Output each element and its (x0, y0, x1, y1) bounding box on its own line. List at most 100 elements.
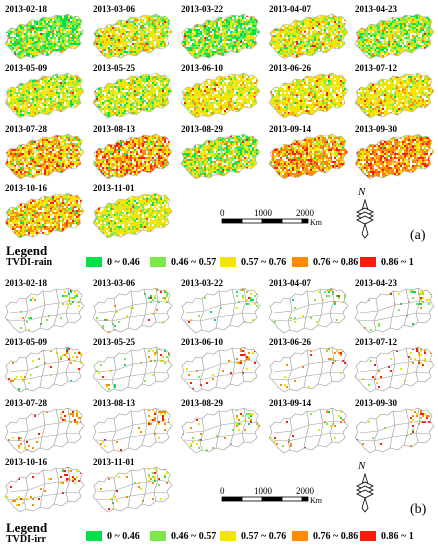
legend-swatch (360, 531, 376, 541)
map-thumbnail: 2013-03-22 (178, 278, 262, 336)
map-thumbnail: 2013-09-30 (352, 398, 436, 456)
drought-map (4, 287, 85, 334)
map-thumbnail: 2013-07-28 (2, 124, 86, 182)
date-label: 2013-09-14 (269, 124, 311, 134)
drought-map (92, 192, 173, 239)
date-label: 2013-03-06 (93, 4, 135, 14)
date-label: 2013-02-18 (5, 278, 47, 288)
north-letter: N (358, 460, 366, 472)
legend-swatch (220, 531, 236, 541)
date-label: 2013-10-16 (5, 457, 47, 467)
scale-label: 1000 (254, 486, 272, 496)
date-label: 2013-05-09 (5, 337, 47, 347)
drought-map (354, 287, 435, 334)
map-thumbnail: 2013-08-13 (90, 398, 174, 456)
legend-item: 0.86 ~ 1 (360, 256, 414, 268)
raster-pixels (5, 73, 84, 118)
scale-label: 1000 (254, 208, 272, 218)
drought-map (268, 287, 349, 334)
map-thumbnail: 2013-10-16 (2, 457, 86, 515)
drought-map (4, 13, 85, 60)
legend-item: 0.76 ~ 0.86 (292, 256, 358, 268)
map-thumbnail: 2013-08-13 (90, 124, 174, 182)
raster-pixels (355, 347, 434, 392)
raster-pixels (270, 288, 348, 333)
legend-item: 0.76 ~ 0.86 (292, 530, 358, 542)
drought-map (4, 72, 85, 119)
date-label: 2013-10-16 (5, 183, 47, 193)
map-thumbnail: 2013-02-18 (2, 4, 86, 62)
map-thumbnail: 2013-07-12 (352, 63, 436, 121)
drought-map (354, 72, 435, 119)
date-label: 2013-06-10 (181, 63, 223, 73)
date-label: 2013-08-29 (181, 124, 223, 134)
drought-map (92, 13, 173, 60)
raster-pixels (355, 134, 434, 179)
drought-map (180, 13, 261, 60)
legend-range: 0.76 ~ 0.86 (313, 530, 359, 542)
scale-label: 2000 (296, 486, 314, 496)
raster-pixels (93, 193, 172, 238)
north-letter: N (358, 186, 366, 198)
date-label: 2013-07-28 (5, 398, 47, 408)
map-thumbnail: 2013-03-06 (90, 278, 174, 336)
date-label: 2013-03-22 (181, 278, 223, 288)
raster-pixels (5, 408, 84, 453)
date-label: 2013-09-30 (355, 398, 397, 408)
date-label: 2013-02-18 (5, 4, 47, 14)
scale-unit: Km (310, 218, 322, 227)
map-thumbnail: 2013-05-09 (2, 63, 86, 121)
raster-pixels (93, 134, 172, 179)
legend-swatch (150, 531, 166, 541)
raster-pixels (5, 134, 84, 179)
map-thumbnail: 2013-09-30 (352, 124, 436, 182)
map-thumbnail: 2013-07-12 (352, 337, 436, 395)
legend-word: Legend (6, 243, 48, 258)
legend-item: 0 ~ 0.46 (86, 256, 140, 268)
legend-swatch (86, 257, 102, 267)
legend-index-name: TVDI-rain (6, 257, 53, 268)
drought-map (180, 72, 261, 119)
raster-pixels (93, 408, 172, 453)
legend-index-name: TVDI-irr (6, 534, 46, 545)
raster-pixels (355, 14, 434, 59)
scale-label: 0 (220, 208, 225, 218)
raster-pixels (181, 408, 260, 453)
raster-pixels (93, 73, 172, 118)
raster-pixels (269, 408, 348, 453)
scale-label: 0 (220, 486, 225, 496)
map-thumbnail: 2013-11-01 (90, 457, 174, 515)
date-label: 2013-03-22 (181, 4, 223, 14)
legend-swatch (86, 531, 102, 541)
map-thumbnail: 2013-08-29 (178, 398, 262, 456)
raster-pixels (93, 288, 172, 333)
map-thumbnail: 2013-05-09 (2, 337, 86, 395)
map-thumbnail: 2013-06-10 (178, 337, 262, 395)
legend-range: 0.57 ~ 0.76 (241, 530, 287, 542)
legend-range: 0.46 ~ 0.57 (171, 530, 217, 542)
drought-map (92, 287, 173, 334)
date-label: 2013-03-06 (93, 278, 135, 288)
date-label: 2013-05-25 (93, 337, 135, 347)
raster-pixels (93, 14, 172, 59)
legend-range: 0.76 ~ 0.86 (313, 256, 359, 268)
raster-pixels (181, 73, 260, 118)
map-thumbnail: 2013-05-25 (90, 337, 174, 395)
drought-map (354, 133, 435, 180)
date-label: 2013-04-07 (269, 4, 311, 14)
legend-title-a: Legend TVDI-rain (6, 243, 53, 269)
date-label: 2013-08-13 (93, 398, 135, 408)
north-arrow-icon: N (354, 460, 376, 514)
date-label: 2013-06-10 (181, 337, 223, 347)
map-thumbnail: 2013-02-18 (2, 278, 86, 336)
date-label: 2013-08-29 (181, 398, 223, 408)
raster-pixels (5, 467, 84, 512)
drought-map (354, 346, 435, 393)
raster-pixels (5, 14, 84, 59)
drought-map (268, 72, 349, 119)
drought-map (92, 72, 173, 119)
raster-pixels (270, 347, 348, 392)
date-label: 2013-04-07 (269, 278, 311, 288)
scale-unit: Km (310, 496, 322, 505)
drought-map (92, 466, 173, 513)
